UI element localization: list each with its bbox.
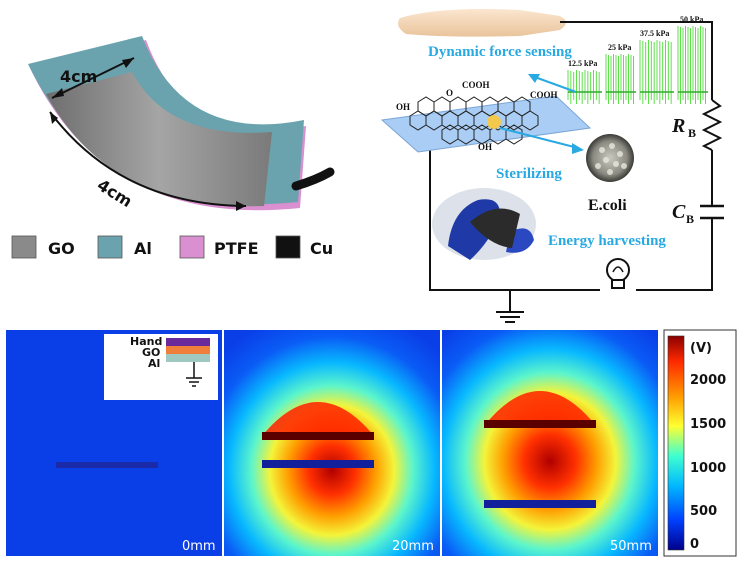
inset-label: Hand	[130, 335, 162, 348]
potential-maps: Hand GO Al 0mm 20mm 50mm (V) 2000 1500 1…	[6, 329, 737, 557]
ecoli-label: E.coli	[588, 197, 627, 214]
wire-right-bottom	[636, 218, 713, 291]
legend-cu: Cu	[275, 235, 333, 259]
legend-swatch	[275, 235, 301, 259]
active-site	[487, 115, 501, 129]
distance-label: 20mm	[392, 539, 434, 554]
ecoli-image	[586, 134, 634, 182]
arrow-sterilize	[499, 127, 579, 149]
legend-swatch	[179, 235, 205, 259]
sterilizing-label: Sterilizing	[496, 166, 562, 182]
colorbar-tick: 2000	[690, 373, 726, 388]
legend-label: PTFE	[214, 239, 259, 258]
capacitor-label: C	[672, 201, 686, 223]
width-arrow	[51, 57, 135, 99]
lightbulb-icon	[606, 258, 630, 289]
molecule-label: OH	[396, 102, 410, 112]
wire-top	[560, 21, 713, 100]
colorbar: (V) 2000 1500 1000 500 0	[663, 329, 737, 557]
arrow-force	[531, 75, 577, 93]
dynamic-force-label: Dynamic force sensing	[428, 44, 572, 60]
colorbar-tick: 1000	[690, 461, 726, 476]
go-layer	[46, 72, 272, 207]
length-arrow	[49, 111, 247, 207]
legend-al: Al	[97, 235, 152, 259]
electrode-20mm	[262, 432, 374, 440]
molecule-label: COOH	[462, 80, 490, 90]
colorbar-unit: (V)	[690, 341, 712, 356]
pressure-label: 25 kPa	[608, 43, 631, 52]
legend-go: GO	[11, 235, 75, 259]
finger-icon	[398, 9, 566, 37]
layer-inset: Hand GO Al	[104, 334, 218, 400]
colorbar-gradient	[667, 335, 685, 551]
legend-ptfe: PTFE	[179, 235, 259, 259]
distance-label: 50mm	[610, 539, 652, 554]
colorbar-tick: 500	[690, 504, 717, 519]
resistor-icon	[701, 99, 723, 151]
molecule-label: OH	[478, 142, 492, 152]
legend-label: GO	[48, 239, 75, 258]
pressure-signals	[567, 26, 708, 104]
molecule-label: O	[446, 88, 453, 98]
inset-label: Al	[148, 357, 160, 370]
legend-swatch	[97, 235, 123, 259]
resistor-label: R	[671, 115, 685, 137]
inset-label: GO	[142, 346, 160, 359]
potential-map-50mm	[442, 330, 658, 556]
cu-wire	[291, 167, 335, 191]
colorbar-tick: 1500	[690, 417, 726, 432]
resistor-sub: B	[688, 126, 696, 140]
width-label: 4cm	[60, 67, 97, 86]
pressure-label: 37.5 kPa	[640, 29, 669, 38]
legend-label: Cu	[310, 239, 333, 258]
electrode-0mm	[56, 462, 158, 468]
hand-photo	[432, 188, 536, 260]
pressure-label: 12.5 kPa	[568, 59, 597, 68]
colorbar-tick: 0	[690, 537, 699, 552]
legend-label: Al	[134, 239, 152, 258]
energy-label: Energy harvesting	[548, 233, 666, 249]
legend-swatch	[11, 235, 37, 259]
potential-map-20mm	[224, 330, 440, 556]
circuit-diagram: R B C B	[380, 9, 724, 323]
pressure-label: 50 kPa	[680, 15, 703, 24]
molecule-label: COOH	[530, 90, 558, 100]
device-illustration: 4cm 4cm	[28, 36, 335, 211]
distance-label: 0mm	[182, 539, 216, 554]
electrode-50mm	[484, 420, 596, 428]
wire-left	[429, 148, 600, 291]
capacitor-sub: B	[686, 212, 694, 226]
material-legend: GO Al PTFE Cu	[11, 235, 333, 259]
